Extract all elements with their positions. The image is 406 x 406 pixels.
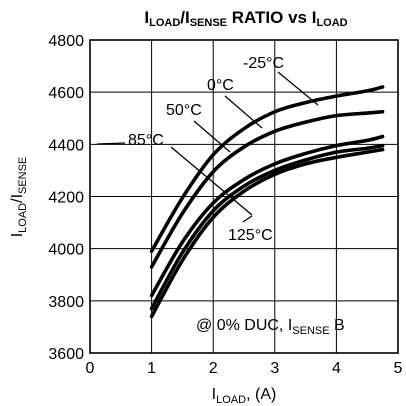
x-tick-label: 5 (394, 360, 403, 377)
leader-85c-right (170, 146, 253, 216)
y-tick-label: 3600 (48, 346, 84, 363)
x-tick-label: 0 (86, 360, 95, 377)
conditions-annotation: @ 0% DUC, ISENSE B (196, 317, 345, 337)
series-lines (149, 85, 385, 319)
leader-minus25c (277, 71, 319, 106)
y-axis-label: ILOAD/ISENSE (9, 157, 29, 238)
series-label-50c: 50°C (166, 102, 202, 119)
series-line-minus25c (149, 85, 385, 254)
plot-frame (89, 39, 399, 354)
series-line-125c (149, 147, 385, 319)
x-tick-label: 4 (332, 360, 341, 377)
series-line-50c (149, 134, 385, 298)
tick-labels: 0 1 2 3 4 5 3600 3800 4000 4200 4400 4600 4800 (48, 33, 402, 377)
leader-50c (193, 120, 231, 153)
chart-title: ILOAD/ISENSE RATIO vs ILOAD (144, 8, 347, 29)
leader-85c-left (96, 142, 126, 145)
y-tick-label: 4800 (48, 33, 84, 50)
y-tick-label: 3800 (48, 294, 84, 311)
series-label-minus25c: -25°C (243, 55, 284, 72)
series-line-85c (149, 143, 385, 311)
x-tick-label: 3 (270, 360, 279, 377)
grid (90, 40, 398, 353)
series-label-0c: 0°C (207, 77, 234, 94)
series-label-85c: 85°C (128, 132, 164, 149)
leader-125c (242, 215, 253, 223)
leader-0c (224, 95, 263, 129)
series-line-0c (149, 109, 385, 269)
y-tick-label: 4400 (48, 137, 84, 154)
y-tick-label: 4200 (48, 190, 84, 207)
x-axis-label: ILOAD, (A) (212, 386, 277, 406)
y-tick-label: 4600 (48, 85, 84, 102)
y-tick-label: 4000 (48, 242, 84, 259)
series-label-125c: 125°C (228, 227, 273, 244)
x-tick-label: 2 (209, 360, 218, 377)
x-tick-label: 1 (147, 360, 156, 377)
